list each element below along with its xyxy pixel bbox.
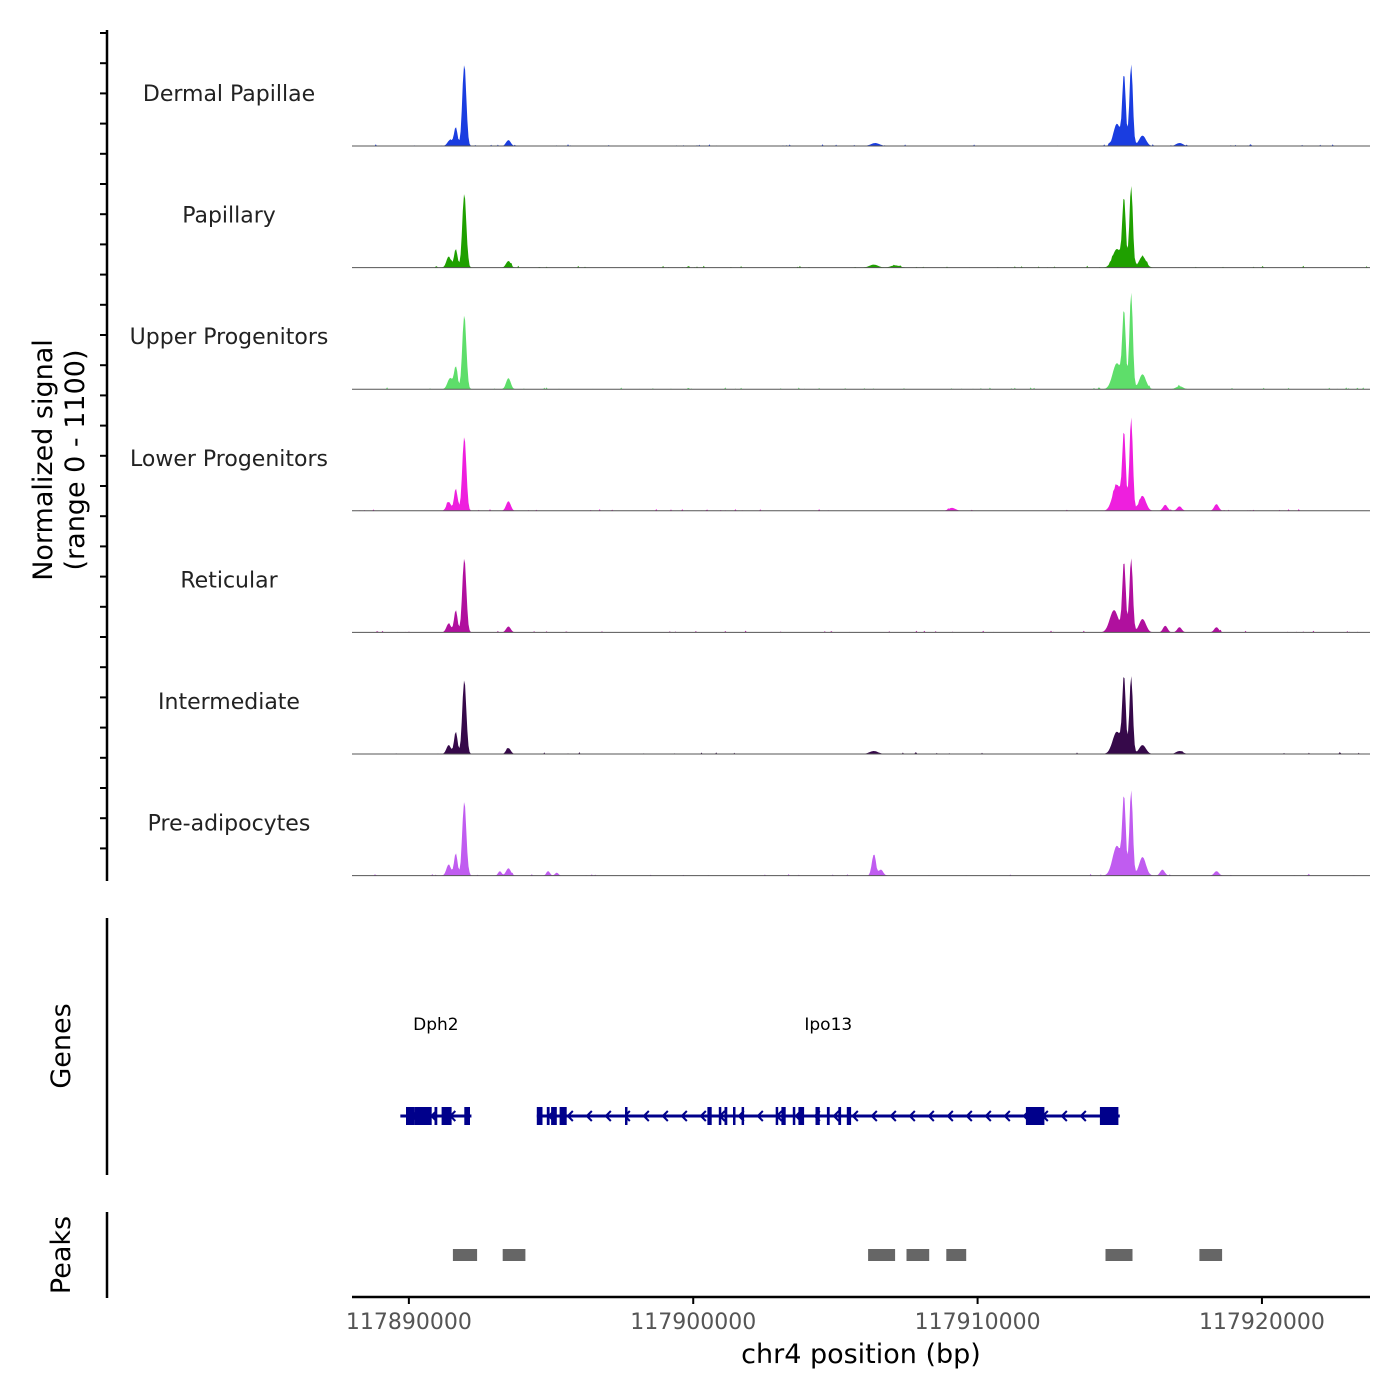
- gene-exon: [792, 1107, 796, 1125]
- track-label: Reticular: [180, 568, 278, 593]
- gene-ipo13: Ipo13: [536, 1015, 1120, 1125]
- gene-exon: [846, 1107, 852, 1125]
- peak-region: [1199, 1249, 1223, 1261]
- peak-region: [452, 1249, 478, 1261]
- gene-label: Dph2: [413, 1015, 458, 1035]
- gene-exon: [441, 1107, 452, 1125]
- gene-strand-chevron: [851, 1110, 859, 1122]
- track-signal-area: [352, 64, 1370, 146]
- gene-strand-chevron: [984, 1110, 992, 1122]
- track-dermal-papillae: Dermal Papillae: [143, 64, 1370, 147]
- genes-track-label: Genes: [46, 1003, 77, 1088]
- gene-strand-chevron: [756, 1110, 764, 1122]
- y-axis-label-line2: (range 0 - 1100): [60, 350, 91, 571]
- track-papillary: Papillary: [182, 186, 1370, 269]
- gene-exon: [464, 1107, 470, 1125]
- signal-tracks: Dermal Papillae Papillary Upper Progenitor…: [130, 64, 1370, 877]
- gene-strand-chevron: [604, 1110, 612, 1122]
- gene-label: Ipo13: [804, 1015, 852, 1035]
- gene-exon: [551, 1107, 557, 1125]
- track-signal-area: [352, 417, 1370, 511]
- x-tick-label: 117910000: [915, 1310, 1041, 1335]
- gene-exon: [775, 1107, 779, 1125]
- gene-strand-chevron: [965, 1110, 973, 1122]
- track-signal-area: [352, 676, 1370, 754]
- x-tick-label: 117900000: [630, 1310, 756, 1335]
- gene-exon: [434, 1107, 438, 1125]
- gene-strand-chevron: [946, 1110, 954, 1122]
- signal-y-axis: [100, 30, 109, 881]
- track-reticular: Reticular: [180, 558, 1370, 633]
- gene-strand-chevron: [699, 1110, 707, 1122]
- track-signal-area: [352, 790, 1370, 876]
- gene-exon: [781, 1107, 786, 1125]
- gene-exon: [625, 1107, 628, 1125]
- gene-exon: [798, 1107, 805, 1125]
- peak-region: [502, 1249, 526, 1261]
- gene-exon: [826, 1107, 830, 1125]
- gene-exon: [536, 1107, 543, 1125]
- track-label: Dermal Papillae: [143, 82, 315, 107]
- track-pre-adipocytes: Pre-adipocytes: [148, 790, 1370, 877]
- peaks-track-label: Peaks: [46, 1216, 77, 1294]
- gene-exon: [406, 1107, 415, 1125]
- x-axis-label: chr4 position (bp): [741, 1339, 981, 1370]
- gene-exon: [718, 1107, 722, 1125]
- gene-strand-chevron: [908, 1110, 916, 1122]
- track-signal-area: [352, 558, 1370, 633]
- y-axis-label-line1: Normalized signal: [28, 339, 59, 581]
- gene-exon: [1025, 1107, 1045, 1125]
- x-tick-label: 117920000: [1199, 1310, 1325, 1335]
- gene-strand-chevron: [1060, 1110, 1068, 1122]
- gene-strand-chevron: [832, 1110, 840, 1122]
- gene-strand-chevron: [889, 1110, 897, 1122]
- track-label: Pre-adipocytes: [148, 812, 311, 837]
- gene-exon: [546, 1107, 550, 1125]
- gene-strand-chevron: [642, 1110, 650, 1122]
- gene-exon: [741, 1107, 745, 1125]
- track-upper-progenitors: Upper Progenitors: [130, 292, 1370, 390]
- track-lower-progenitors: Lower Progenitors: [130, 417, 1370, 512]
- gene-exon: [414, 1107, 432, 1125]
- peaks-panel: Peaks: [46, 1212, 1223, 1298]
- gene-strand-chevron: [870, 1110, 878, 1122]
- gene-strand-chevron: [623, 1110, 631, 1122]
- track-label: Intermediate: [158, 690, 300, 715]
- track-intermediate: Intermediate: [158, 676, 1370, 755]
- gene-exon: [559, 1107, 567, 1125]
- peak-region: [868, 1249, 896, 1261]
- gene-strand-chevron: [1079, 1110, 1087, 1122]
- gene-dph2: Dph2: [400, 1015, 472, 1125]
- gene-exon: [1099, 1107, 1119, 1125]
- gene-exon: [707, 1107, 712, 1125]
- x-axis: 117890000 117900000 117910000 117920000 chr…: [346, 1295, 1370, 1370]
- genes-panel: Genes Dph2 Ipo13: [46, 918, 1120, 1175]
- track-signal-area: [352, 186, 1370, 268]
- gene-exon: [733, 1107, 736, 1125]
- x-tick-label: 117890000: [346, 1310, 472, 1335]
- gene-strand-chevron: [566, 1110, 574, 1122]
- gene-exon: [815, 1107, 820, 1125]
- peak-region: [1105, 1249, 1133, 1261]
- gene-strand-chevron: [1003, 1110, 1011, 1122]
- gene-exon: [724, 1107, 728, 1125]
- track-label: Upper Progenitors: [130, 325, 329, 350]
- gene-exon: [838, 1107, 842, 1125]
- gene-strand-chevron: [680, 1110, 688, 1122]
- track-label: Papillary: [182, 204, 276, 229]
- track-signal-area: [352, 292, 1370, 390]
- peak-region: [906, 1249, 930, 1261]
- track-label: Lower Progenitors: [130, 447, 328, 472]
- gene-strand-chevron: [585, 1110, 593, 1122]
- gene-strand-chevron: [927, 1110, 935, 1122]
- y-axis-label: Normalized signal (range 0 - 1100): [28, 339, 91, 581]
- peak-region: [946, 1249, 967, 1261]
- gene-strand-chevron: [661, 1110, 669, 1122]
